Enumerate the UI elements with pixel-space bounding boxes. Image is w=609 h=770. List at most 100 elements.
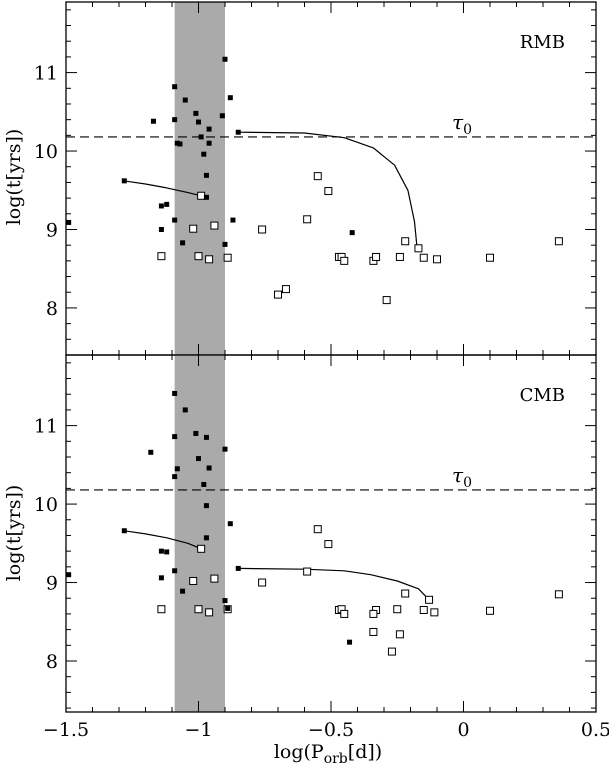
open-square-point: [486, 253, 494, 262]
filled-square-point: [148, 449, 154, 455]
tau0-symbol: τ: [452, 463, 464, 487]
x-axis-label: log(Porb[d]): [274, 741, 382, 767]
open-square-point: [486, 606, 494, 615]
x-tick-label: −0.5: [308, 719, 354, 741]
panel-top-rmb: τ0 8 9 10 11 RMB: [34, 1, 597, 356]
open-square-point: [197, 544, 206, 553]
filled-square-point: [201, 151, 207, 157]
open-square-point: [210, 574, 219, 583]
open-square-point: [194, 252, 203, 261]
x-axis-label-subscript: orb: [324, 751, 348, 767]
open-square-point: [313, 172, 322, 181]
open-square-point: [387, 647, 396, 656]
open-square-point: [189, 576, 198, 585]
tau0-symbol: τ: [452, 110, 464, 134]
open-square-point: [313, 525, 322, 534]
tau0-label: τ0: [452, 110, 472, 138]
open-square-point: [324, 540, 333, 549]
open-square-point: [554, 590, 563, 599]
open-square-point: [281, 285, 290, 294]
open-square-point: [189, 224, 198, 233]
open-square-point: [382, 296, 391, 305]
filled-square-point: [193, 430, 199, 436]
y-tick-label: 8: [46, 651, 58, 673]
open-square-point: [223, 253, 232, 262]
filled-square-point: [182, 407, 188, 413]
filled-square-point: [172, 568, 178, 574]
filled-square-point: [222, 241, 228, 247]
filled-square-point: [121, 178, 127, 184]
filled-square-point: [177, 141, 183, 147]
filled-square-point: [222, 446, 228, 452]
y-axis-label-top: log(t[yrs]): [3, 129, 25, 226]
filled-square-point: [198, 134, 204, 140]
x-tick-label: 0.5: [581, 719, 609, 741]
open-square-point: [414, 244, 423, 253]
filled-square-point: [182, 97, 188, 103]
y-axis-label-bottom: log(t[yrs]): [3, 485, 25, 582]
filled-square-point: [174, 140, 180, 146]
open-square-point: [419, 253, 428, 262]
filled-square-point: [206, 465, 212, 471]
y-tick-label: 10: [34, 141, 58, 163]
filled-square-point: [222, 598, 228, 604]
filled-square-point: [172, 434, 178, 440]
filled-square-point: [164, 549, 170, 555]
open-square-point: [369, 609, 378, 618]
filled-square-point: [158, 203, 164, 209]
filled-square-point: [180, 588, 186, 594]
filled-square-point: [203, 503, 209, 509]
y-tick-label: 11: [34, 63, 58, 85]
open-square-point: [205, 255, 214, 264]
open-square-point: [401, 237, 410, 246]
open-square-point: [303, 567, 312, 576]
filled-square-point: [150, 118, 156, 124]
filled-square-point: [172, 217, 178, 223]
open-square-point: [401, 589, 410, 598]
filled-square-point: [158, 575, 164, 581]
open-square-point: [194, 605, 203, 614]
open-square-point: [210, 221, 219, 230]
filled-square-point: [158, 548, 164, 554]
filled-square-point: [222, 56, 228, 62]
open-square-point: [303, 215, 312, 224]
track-line-1: [238, 567, 430, 601]
filled-square-point: [219, 113, 225, 119]
track-line-0: [124, 180, 202, 197]
open-square-point: [274, 290, 282, 299]
open-square-point: [324, 187, 333, 196]
filled-square-point: [349, 230, 355, 236]
filled-square-point: [347, 639, 353, 645]
y-tick-label: 11: [34, 416, 58, 438]
filled-square-point: [164, 201, 170, 207]
filled-square-point: [203, 194, 209, 200]
filled-square-point: [235, 565, 241, 571]
filled-square-point: [196, 456, 201, 462]
open-square-point: [340, 256, 349, 265]
filled-square-point: [66, 219, 72, 225]
filled-square-point: [203, 172, 209, 178]
y-tick-label: 10: [34, 494, 58, 516]
y-tick-label: 9: [46, 573, 58, 595]
filled-square-point: [121, 528, 127, 534]
open-square-point: [369, 627, 378, 636]
x-tick-label: −1: [184, 719, 212, 741]
filled-square-point: [196, 119, 201, 125]
open-square-point: [157, 605, 166, 614]
panel-frame: [65, 1, 597, 356]
y-tick-label: 8: [46, 298, 58, 320]
open-square-point: [258, 225, 267, 234]
filled-square-point: [230, 217, 236, 223]
x-tick-label: 0: [457, 719, 469, 741]
x-axis-label-main: log(P: [274, 741, 324, 763]
panel-bottom-cmb: τ0 8 9 10 11 CMB: [34, 354, 597, 713]
filled-square-point: [227, 521, 233, 527]
open-square-point: [419, 606, 428, 614]
filled-square-point: [227, 95, 233, 101]
open-square-point: [433, 255, 441, 264]
filled-square-point: [172, 474, 178, 480]
open-square-point: [395, 630, 404, 639]
filled-square-point: [174, 466, 180, 472]
x-axis-label-tail: [d]): [348, 741, 382, 763]
filled-square-point: [158, 226, 164, 232]
